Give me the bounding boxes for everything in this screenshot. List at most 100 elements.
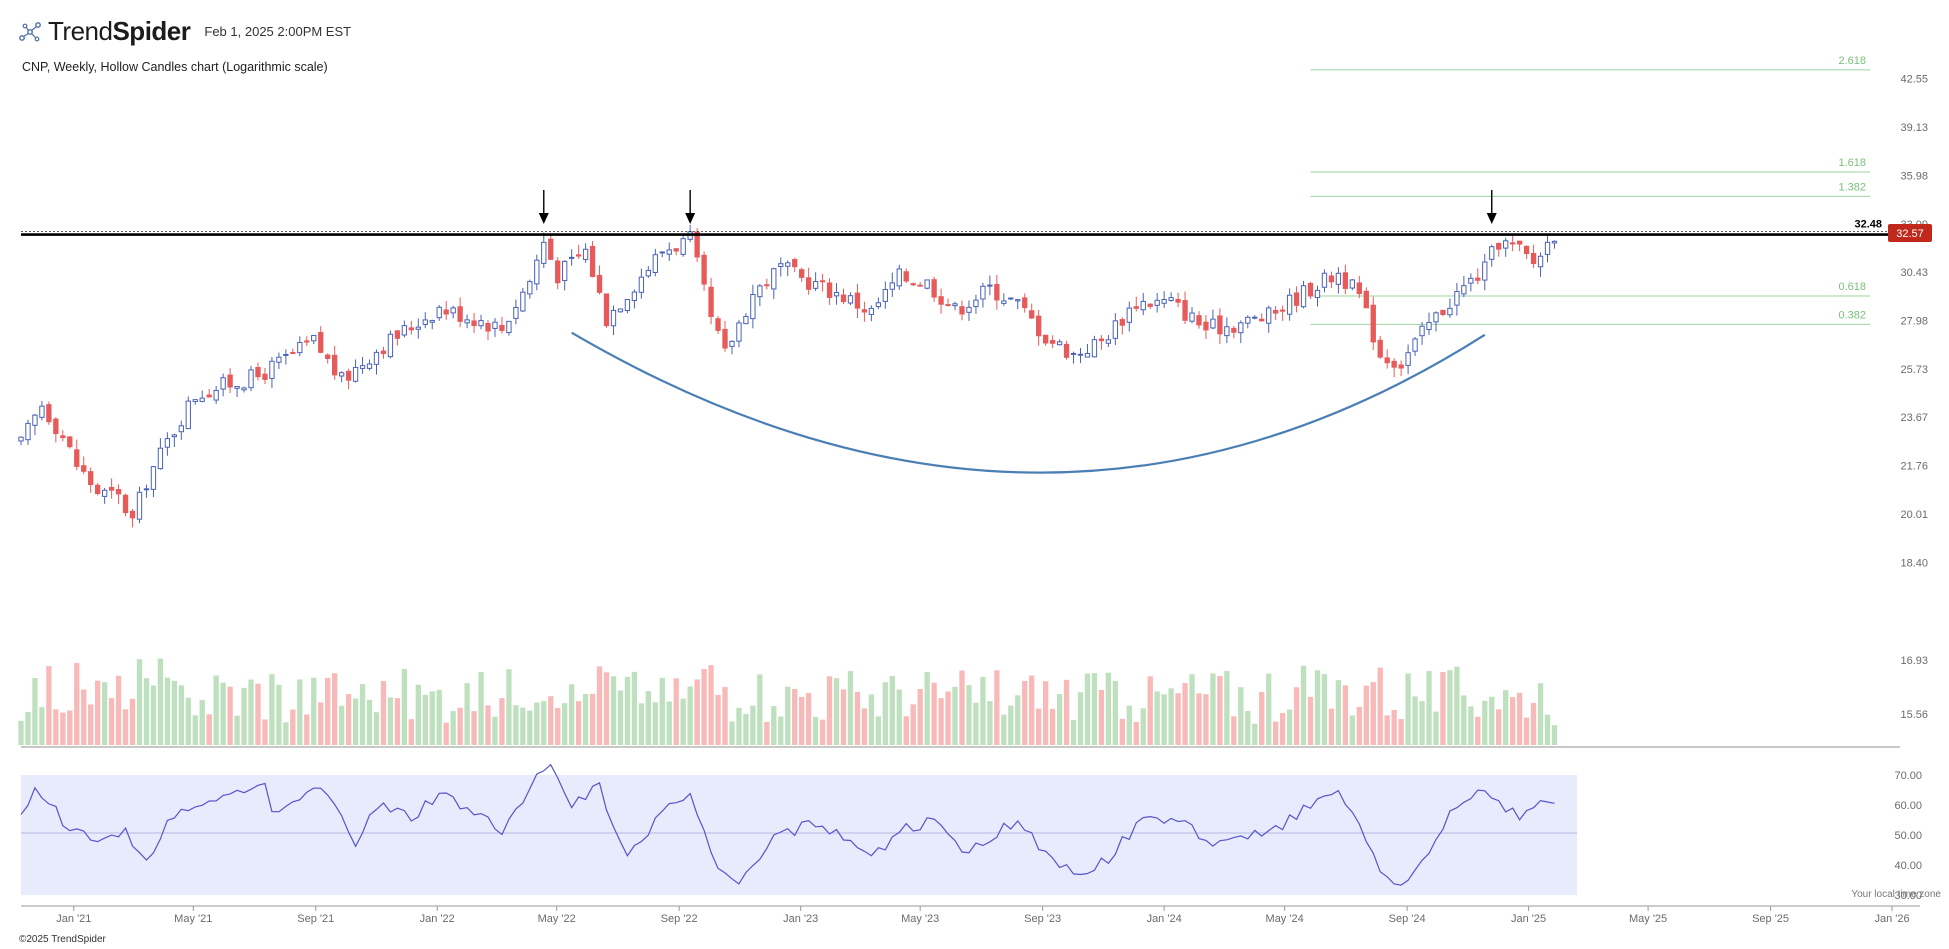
candle-body	[1036, 315, 1042, 337]
volume-bar	[220, 682, 226, 745]
volume-bar	[506, 669, 512, 745]
time-tick-label: May '21	[174, 913, 212, 925]
volume-bar	[227, 686, 233, 745]
candle-body	[471, 320, 477, 327]
volume-bar	[1461, 695, 1467, 745]
volume-bar	[1070, 719, 1077, 745]
volume-bar	[980, 676, 986, 745]
volume-bar	[596, 666, 603, 745]
volume-bar	[1161, 694, 1167, 745]
volume-bar	[966, 685, 972, 745]
volume-bar	[610, 676, 617, 745]
candle-body	[269, 360, 275, 380]
volume-bar	[373, 712, 380, 745]
candle-body	[311, 334, 317, 342]
volume-bar	[46, 666, 52, 745]
arrow-head-icon	[1486, 213, 1497, 224]
candle-body	[1356, 282, 1362, 295]
volume-bar	[1335, 680, 1342, 745]
candle-body	[1161, 299, 1167, 304]
volume-bar	[387, 697, 394, 745]
candle-body	[694, 231, 700, 258]
candle-body	[304, 340, 310, 343]
candle-body	[666, 249, 672, 255]
volume-bar	[1391, 709, 1397, 745]
candle-body	[1503, 240, 1509, 249]
volume-bar	[443, 722, 449, 745]
volume-bar	[129, 698, 136, 745]
candle-body	[262, 373, 268, 380]
candle-body	[255, 366, 261, 378]
rsi-band	[21, 775, 1577, 895]
candle-body	[980, 285, 986, 300]
candle-body	[812, 281, 819, 289]
candle-body	[1224, 326, 1230, 337]
candle-body	[994, 284, 1000, 301]
volume-bar	[1419, 701, 1425, 745]
candle-body	[513, 306, 519, 319]
time-tick-label: Sep '25	[1752, 913, 1789, 925]
candle-body	[366, 363, 373, 369]
candle-body	[74, 449, 80, 467]
volume-bar	[1203, 694, 1209, 745]
candle-body	[987, 284, 993, 287]
volume-bar	[1098, 689, 1105, 745]
candle-body	[596, 274, 603, 293]
candle-body	[729, 340, 735, 347]
candle-body	[701, 254, 707, 285]
volume-bar	[1509, 697, 1516, 745]
volume-bar	[680, 698, 686, 745]
volume-bar	[415, 684, 421, 745]
candle-body	[917, 284, 923, 287]
candle-body	[241, 387, 247, 391]
volume-bar	[178, 685, 184, 745]
volume-bar	[1210, 673, 1216, 745]
candle-body	[136, 491, 143, 520]
candle-body	[248, 369, 254, 389]
volume-bar	[1029, 675, 1035, 745]
volume-bar	[1398, 719, 1404, 745]
volume-bar	[1126, 705, 1132, 745]
volume-bar	[799, 696, 805, 745]
volume-bar	[464, 683, 470, 745]
volume-bar	[1405, 673, 1411, 745]
volume-bar	[478, 672, 484, 745]
volume-bar	[555, 708, 561, 745]
candle-body	[150, 466, 157, 490]
time-axis: Jan '21 May '21 Sep '21 Jan '22 May '22 Sep '…	[56, 906, 1910, 925]
candle-body	[39, 405, 45, 418]
volume-bar	[1489, 696, 1495, 745]
fib-label: 0.382	[1838, 309, 1866, 321]
volume-bar	[394, 698, 401, 745]
candle-body	[805, 277, 812, 290]
volume-bar	[1245, 711, 1251, 745]
candle-body	[673, 248, 679, 252]
candle-body	[861, 309, 868, 313]
time-tick-label: Sep '23	[1024, 913, 1061, 925]
volume-bar	[1119, 718, 1125, 745]
candle-body	[826, 282, 833, 298]
candle-body	[199, 397, 205, 402]
volume-bar	[25, 712, 31, 745]
candle-body	[952, 303, 958, 307]
candle-body	[1049, 340, 1056, 344]
price-tick-label: 20.01	[1900, 509, 1928, 521]
candle-body	[610, 309, 617, 327]
volume-bar	[1447, 670, 1453, 745]
candle-body	[603, 293, 610, 327]
volume-bar	[1008, 705, 1014, 745]
candle-body	[67, 436, 73, 448]
candle-body	[1384, 357, 1390, 364]
volume-bar	[1273, 721, 1279, 745]
volume-bar	[1454, 666, 1460, 745]
volume-bar	[199, 700, 205, 745]
volume-bar	[1168, 688, 1174, 745]
price-tick-label: 16.93	[1900, 655, 1928, 667]
candle-body	[924, 279, 930, 289]
brand-name: TrendSpider	[48, 16, 191, 47]
volume-bar	[520, 707, 526, 745]
candle-body	[1412, 338, 1418, 352]
candle-body	[945, 304, 951, 307]
candle-body	[276, 356, 282, 363]
